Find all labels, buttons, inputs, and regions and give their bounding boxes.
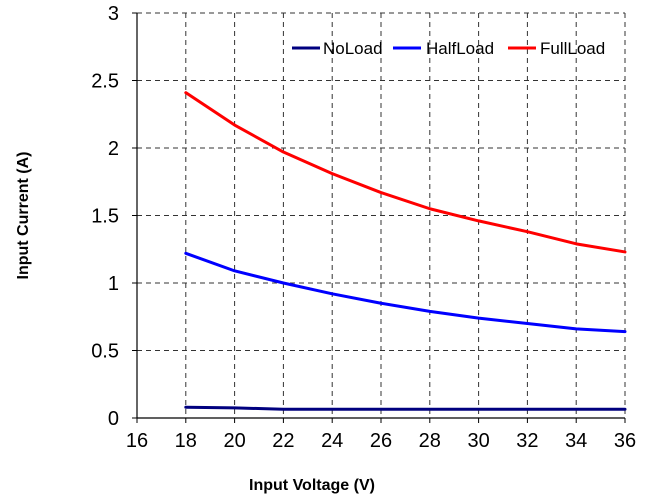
series-line-noload — [184, 405, 627, 411]
y-axis-label: Input Current (A) — [15, 152, 32, 280]
x-tick-label: 30 — [467, 430, 489, 452]
y-tick-label: 1.5 — [91, 206, 119, 228]
x-tick-label: 36 — [614, 430, 636, 452]
x-tick-label: 34 — [565, 430, 587, 452]
x-tick-label: 24 — [321, 430, 343, 452]
x-axis-label: Input Voltage (V) — [249, 477, 375, 494]
legend-label-halfload: HalfLoad — [426, 39, 494, 58]
x-tick-label: 22 — [272, 430, 294, 452]
grid — [137, 12, 626, 418]
y-tick-label: 3 — [108, 3, 119, 25]
y-tick-label: 1 — [108, 273, 119, 295]
legend-label-fullload: FullLoad — [540, 39, 605, 58]
x-tick-label: 32 — [516, 430, 538, 452]
y-tick-label: 2.5 — [91, 71, 119, 93]
y-tick-label: 2 — [108, 138, 119, 160]
x-tick-label: 16 — [126, 430, 148, 452]
x-tick-label: 20 — [223, 430, 245, 452]
series-line-fullload — [184, 91, 627, 254]
series-line-halfload — [184, 251, 627, 334]
legend: NoLoad HalfLoad FullLoad — [292, 39, 605, 58]
series-lines — [184, 91, 627, 411]
x-tick-label: 28 — [419, 430, 441, 452]
axes — [132, 12, 626, 423]
y-tick-label: 0 — [108, 408, 119, 430]
legend-label-noload: NoLoad — [323, 39, 383, 58]
y-tick-label: 0.5 — [91, 341, 119, 363]
tick-labels: 0 0.5 1 1.5 2 2.5 3 16 18 20 22 24 26 28 30 32 34 36 — [91, 3, 636, 452]
x-tick-label: 26 — [370, 430, 392, 452]
x-tick-label: 18 — [175, 430, 197, 452]
